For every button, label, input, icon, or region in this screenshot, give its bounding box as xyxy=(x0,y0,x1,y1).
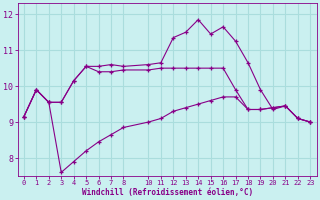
X-axis label: Windchill (Refroidissement éolien,°C): Windchill (Refroidissement éolien,°C) xyxy=(82,188,253,197)
